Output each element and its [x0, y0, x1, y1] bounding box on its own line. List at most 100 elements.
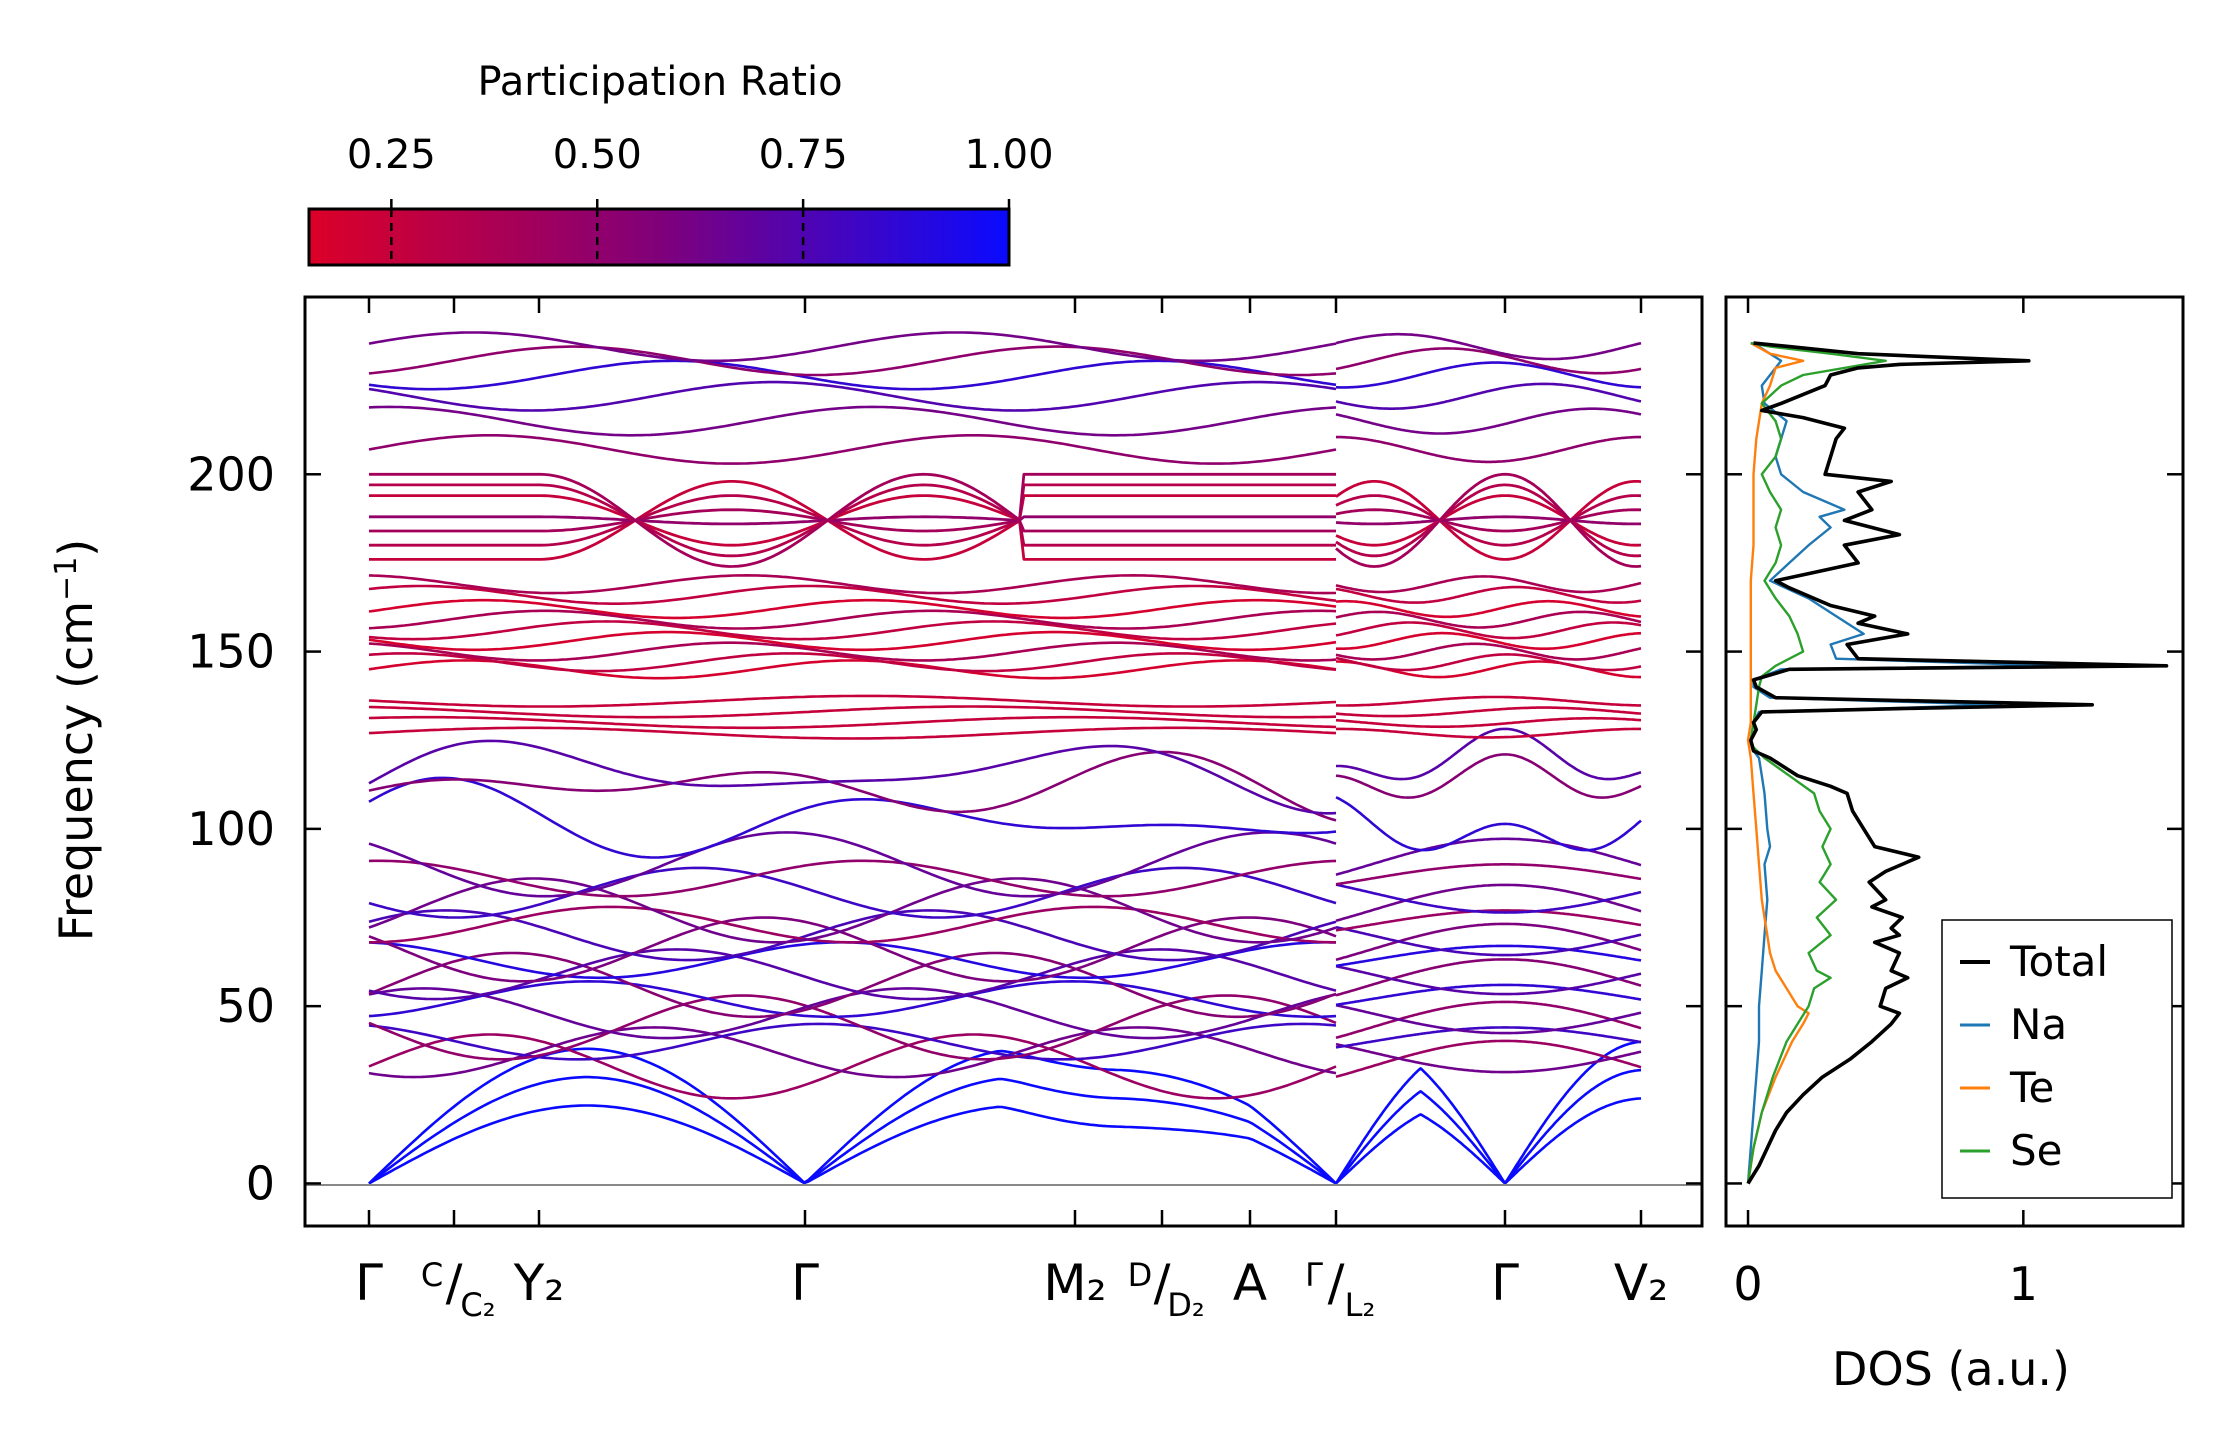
phonon-band	[368, 380, 1337, 412]
phonon-band	[1335, 1042, 1642, 1074]
colorbar-ticks: 0.25 0.50 0.75 1.00	[347, 132, 1054, 265]
phonon-band	[368, 694, 1337, 708]
dos-line-te	[1746, 342, 1810, 1184]
k-point-label-main: Y₂	[513, 1254, 565, 1312]
k-point-label: C/C₂	[421, 1254, 496, 1324]
phonon-band	[1336, 631, 1642, 650]
k-point-label: M₂	[1043, 1254, 1106, 1312]
phonon-band	[368, 776, 1337, 859]
phonon-band	[1335, 909, 1642, 932]
band-k-path-axis: Γ C/C₂ Y₂ Γ M₂ D/D₂ A Γ / L₂ Γ V₂	[355, 297, 1668, 1324]
band-y-tick-label: 200	[187, 447, 275, 501]
dos-legend-label: Se	[2010, 1126, 2063, 1175]
phonon-band	[368, 948, 1337, 1001]
phonon-band	[1335, 863, 1642, 886]
k-point-label-main: /	[1328, 1254, 1345, 1312]
phonon-band	[368, 574, 1336, 595]
phonon-band	[368, 831, 1337, 898]
k-point-label-sub: D₂	[1167, 1286, 1204, 1324]
k-point-label-main: Γ	[355, 1254, 383, 1312]
phonon-band	[368, 359, 1337, 391]
phonon-band	[368, 909, 1337, 962]
dos-legend-label: Te	[2009, 1063, 2054, 1112]
phonon-band	[1336, 695, 1641, 707]
phonon-band	[1335, 382, 1642, 410]
phonon-band	[368, 987, 1337, 1040]
phonon-band	[368, 584, 1337, 605]
phonon-band	[368, 1022, 1337, 1061]
k-point-label-main: A	[1233, 1254, 1267, 1312]
phonon-band	[1335, 796, 1642, 852]
phonon-band	[1335, 332, 1642, 361]
phonon-band	[1335, 922, 1642, 962]
phonon-bands	[368, 331, 1642, 1185]
k-point-label-main: Γ	[791, 1254, 819, 1312]
phonon-band	[1336, 599, 1642, 619]
k-point-label: A	[1233, 1254, 1267, 1312]
k-point-label: Γ	[355, 1254, 383, 1312]
phonon-band	[369, 494, 1336, 547]
acoustic-band	[368, 1104, 1337, 1185]
phonon-band	[369, 483, 1336, 558]
phonon-band	[1335, 508, 1641, 533]
colorbar-gradient	[307, 207, 1011, 267]
k-point-label-main: /	[446, 1254, 463, 1312]
dos-legend-label: Total	[2009, 937, 2108, 986]
phonon-band	[1335, 642, 1642, 661]
k-point-label-sup: Γ	[1305, 1256, 1323, 1294]
phonon-band	[1335, 925, 1642, 957]
k-point-label-sup: D	[1128, 1256, 1153, 1294]
phonon-band	[1336, 435, 1641, 464]
k-point-label-sub: L₂	[1345, 1286, 1376, 1324]
phonon-band	[368, 659, 1337, 680]
phonon-band	[1335, 883, 1642, 914]
acoustic-band	[368, 1075, 1337, 1185]
band-y-axis: 0 50 100 150 200	[187, 447, 1702, 1210]
dos-panel: 0 1 DOS (a.u.) Total Na Te Se	[1724, 295, 2185, 1396]
phonon-band	[1335, 1039, 1642, 1079]
band-y-tick-label: 0	[246, 1156, 275, 1210]
phonon-band	[368, 980, 1337, 1019]
band-y-tick-label: 100	[187, 802, 275, 856]
phonon-band	[368, 405, 1337, 437]
k-point-label: Γ / L₂	[1305, 1254, 1375, 1324]
phonon-band	[368, 434, 1337, 465]
phonon-band	[1335, 706, 1642, 718]
colorbar: Participation Ratio 0.25 0.50 0.75 1.00	[307, 59, 1054, 267]
phonon-band	[368, 1033, 1337, 1100]
phonon-band	[1335, 958, 1642, 997]
phonon-band	[368, 994, 1337, 1061]
k-point-label: Γ	[1491, 1254, 1519, 1312]
k-point-label-main: V₂	[1614, 1254, 1668, 1312]
phonon-band	[1335, 653, 1642, 672]
phonon-band	[368, 715, 1337, 730]
dos-legend-label: Na	[2010, 1000, 2067, 1049]
k-point-label-main: M₂	[1043, 1254, 1106, 1312]
k-point-label-sup: C	[421, 1256, 443, 1294]
acoustic-band	[1335, 1097, 1642, 1185]
phonon-band	[368, 877, 1337, 944]
phonon-band	[1336, 727, 1641, 739]
k-point-label-main: /	[1154, 1254, 1171, 1312]
phonon-band	[368, 951, 1337, 1019]
band-y-axis-label: Frequency (cm−1)	[49, 539, 103, 942]
colorbar-label: Participation Ratio	[477, 59, 842, 105]
dos-x-tick-label: 0	[1733, 1257, 1762, 1311]
phonon-band	[1335, 610, 1642, 629]
acoustic-band	[1334, 1040, 1642, 1185]
phonon-band	[368, 331, 1337, 363]
phonon-band	[1335, 1000, 1642, 1040]
phonon-band	[369, 905, 1336, 944]
phonon-band	[1335, 716, 1642, 729]
phonon-band	[1335, 494, 1642, 547]
colorbar-tick-label: 0.50	[553, 132, 642, 178]
dos-legend: Total Na Te Se	[1941, 919, 2173, 1199]
phonon-band	[1335, 575, 1642, 594]
phonon-band	[1335, 480, 1642, 561]
phonon-band	[1335, 585, 1642, 604]
phonon-band	[1335, 347, 1642, 375]
phonon-band	[1336, 727, 1642, 781]
dos-line-total	[1746, 341, 2169, 1185]
